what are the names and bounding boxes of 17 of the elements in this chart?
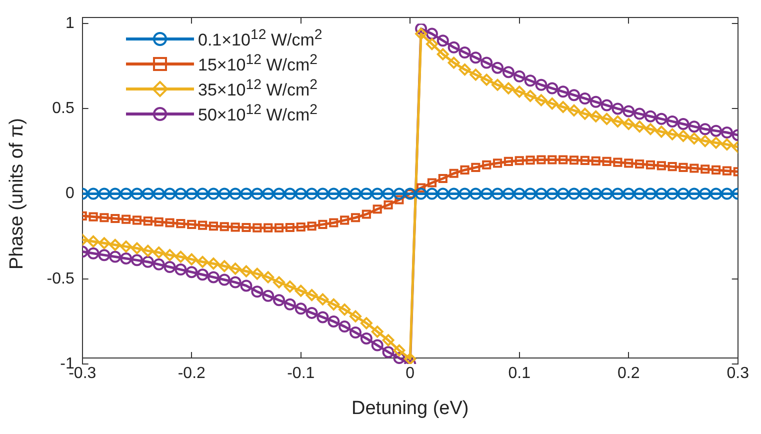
- y-tick-label: 0: [65, 185, 74, 202]
- x-tick-label: 0.3: [726, 365, 750, 382]
- legend-label: 50×10$^{12}$ W/cm$^{2}$: [198, 102, 318, 126]
- y-tick-label: -1: [60, 355, 74, 372]
- x-tick-label: 0.2: [618, 365, 640, 382]
- legend-label: 35×10$^{12}$ W/cm$^{2}$: [198, 76, 318, 100]
- x-tick-label: 0: [406, 365, 415, 382]
- legend-label: 15×10$^{12}$ W/cm$^{2}$: [198, 52, 318, 76]
- y-tick-label: 0.5: [52, 100, 74, 118]
- x-axis-title: Detuning (eV): [352, 398, 469, 419]
- x-tick-label: -0.1: [287, 365, 315, 382]
- legend-label: 0.1×10$^{12}$ W/cm$^{2}$: [198, 26, 322, 50]
- y-axis-title: Phase (units of π): [6, 118, 28, 270]
- y-tick-label: 1: [65, 15, 74, 32]
- x-tick-label: -0.2: [178, 365, 206, 382]
- y-tick-label: -0.5: [46, 270, 74, 288]
- x-tick-label: 0.1: [508, 365, 531, 382]
